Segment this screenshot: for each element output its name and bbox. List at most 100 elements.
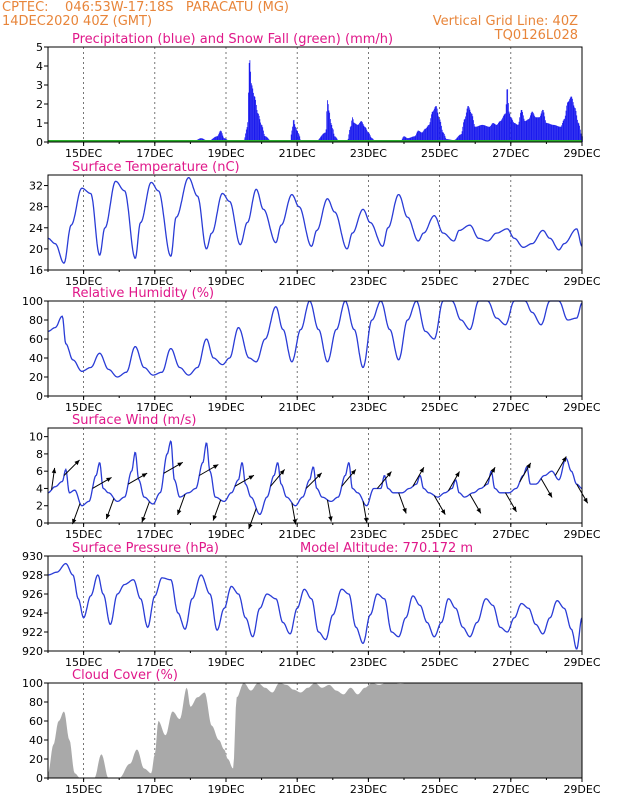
precip-bar bbox=[481, 124, 483, 142]
precip-bar bbox=[216, 136, 217, 142]
precip-bar bbox=[442, 132, 444, 142]
precip-bar bbox=[561, 125, 563, 142]
precip-bar bbox=[465, 116, 467, 142]
precip-bar bbox=[445, 137, 447, 142]
precip-bar bbox=[265, 136, 267, 142]
y-tick-label: 926 bbox=[22, 588, 43, 601]
x-tick-label: 19DEC bbox=[207, 401, 244, 414]
precip-bar bbox=[515, 123, 516, 142]
precip-bar bbox=[479, 125, 481, 142]
precip-bar bbox=[526, 120, 528, 142]
x-tick-label: 17DEC bbox=[136, 783, 173, 796]
precip-bar bbox=[486, 126, 488, 142]
precip-bar bbox=[532, 111, 533, 142]
precip-bar bbox=[424, 128, 426, 142]
precip-bar bbox=[548, 123, 550, 142]
precip-bar bbox=[563, 119, 565, 142]
precip-bar bbox=[577, 119, 578, 142]
x-tick-label: 23DEC bbox=[350, 275, 387, 288]
precip-bar bbox=[434, 107, 436, 142]
precip-bar bbox=[404, 136, 406, 142]
precip-bar bbox=[525, 120, 527, 142]
precip-bar bbox=[362, 123, 364, 142]
precip-bar bbox=[247, 122, 249, 142]
panel-frame bbox=[47, 427, 583, 524]
x-tick-label: 25DEC bbox=[421, 275, 458, 288]
x-tick-label: 29DEC bbox=[563, 401, 600, 414]
y-tick-label: 4 bbox=[36, 482, 43, 495]
precip-bar bbox=[578, 123, 580, 142]
precip-bar bbox=[367, 132, 369, 142]
precip-bar bbox=[422, 131, 424, 142]
precip-bar bbox=[560, 126, 562, 142]
wind-arrow bbox=[51, 467, 57, 490]
panel-pres: 920 922 924 926 928 930 15DEC 17DEC 19DEC 21DEC 23… bbox=[22, 541, 601, 669]
precip-bar bbox=[546, 123, 548, 142]
precip-bar bbox=[365, 127, 367, 142]
precip-bar bbox=[213, 137, 214, 142]
precip-bar bbox=[428, 124, 430, 142]
precip-bar bbox=[418, 130, 420, 142]
precip-bar bbox=[215, 136, 217, 142]
precip-bar bbox=[565, 110, 567, 142]
precip-bar bbox=[248, 92, 249, 142]
y-tick-label: 5 bbox=[36, 41, 43, 54]
x-tick-label: 21DEC bbox=[279, 401, 316, 414]
precip-bar bbox=[569, 97, 571, 142]
precip-bar bbox=[265, 136, 266, 142]
precip-bar bbox=[475, 126, 477, 142]
precip-bar bbox=[553, 124, 555, 142]
precip-bar bbox=[423, 130, 425, 142]
x-tick-label: 17DEC bbox=[136, 275, 173, 288]
y-tick-label: 16 bbox=[29, 264, 43, 277]
x-tick-label: 19DEC bbox=[207, 275, 244, 288]
precip-bar bbox=[353, 122, 355, 142]
precip-bar bbox=[427, 125, 429, 142]
precip-bar bbox=[435, 106, 437, 142]
precip-bar bbox=[264, 136, 266, 142]
precip-bar bbox=[574, 107, 575, 142]
precip-bar bbox=[493, 123, 494, 142]
precip-bar bbox=[507, 89, 509, 142]
precip-bar bbox=[297, 133, 299, 142]
x-tick-label: 27DEC bbox=[492, 401, 529, 414]
x-tick-label: 27DEC bbox=[492, 656, 529, 669]
header-model-code: TQ0126L028 bbox=[494, 28, 578, 43]
precip-bar bbox=[508, 111, 510, 142]
y-tick-label: 928 bbox=[22, 569, 43, 582]
precip-bar bbox=[354, 123, 356, 142]
precip-bar bbox=[329, 112, 331, 142]
precip-bar bbox=[528, 119, 530, 142]
precip-bar bbox=[494, 123, 496, 142]
precip-bar bbox=[480, 125, 481, 142]
wind-arrow bbox=[376, 471, 392, 489]
precip-bar bbox=[334, 136, 336, 142]
precip-bar bbox=[426, 127, 427, 142]
y-tick-label: 924 bbox=[22, 607, 43, 620]
precip-bar bbox=[542, 110, 544, 142]
precip-bar bbox=[477, 126, 479, 142]
precip-bar bbox=[438, 116, 439, 142]
precip-bar bbox=[259, 119, 261, 142]
precip-bar bbox=[559, 126, 561, 142]
precip-bar bbox=[419, 131, 421, 142]
precip-bar bbox=[520, 112, 521, 142]
precip-bar bbox=[458, 135, 459, 142]
precip-bar bbox=[464, 118, 466, 142]
precip-bar bbox=[402, 137, 404, 142]
precip-bar bbox=[423, 129, 425, 142]
precip-bar bbox=[574, 108, 576, 142]
precip-bar bbox=[321, 135, 323, 142]
precip-bar bbox=[433, 110, 434, 142]
precip-bar bbox=[535, 117, 536, 142]
precip-bar bbox=[547, 123, 549, 142]
y-tick-label: 24 bbox=[29, 222, 43, 235]
precip-bar bbox=[468, 106, 469, 142]
precip-bar bbox=[562, 123, 563, 142]
precip-bar bbox=[465, 112, 467, 142]
precip-bar bbox=[566, 105, 568, 142]
wind-arrow bbox=[72, 503, 81, 525]
precip-bar bbox=[216, 136, 218, 142]
precip-bar bbox=[499, 121, 501, 142]
y-tick-label: 4 bbox=[36, 60, 43, 73]
